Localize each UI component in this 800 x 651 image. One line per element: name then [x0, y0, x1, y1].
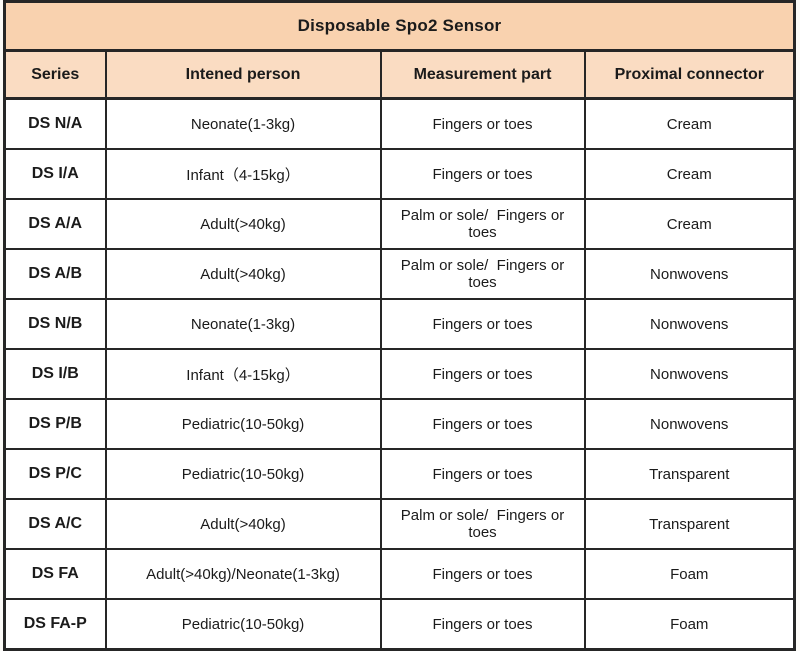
measurement-part-cell: Fingers or toes — [379, 348, 586, 400]
column-header-row: Series Intened person Measurement part P… — [3, 49, 796, 100]
measurement-part-cell: Fingers or toes — [379, 97, 586, 150]
series-cell: DS N/A — [3, 97, 107, 150]
column-header-proximal-connector: Proximal connector — [583, 49, 796, 100]
table-body: DS N/A Neonate(1-3kg) Fingers or toes Cream… — [3, 97, 796, 651]
column-header-measurement-part: Measurement part — [379, 49, 586, 100]
measurement-part-cell: Palm or sole/ Fingers or toes — [379, 248, 586, 300]
proximal-connector-cell: Foam — [583, 548, 796, 600]
series-cell: DS I/A — [3, 148, 107, 200]
intened-person-cell: Adult(>40kg)/Neonate(1-3kg) — [104, 548, 382, 600]
series-cell: DS FA — [3, 548, 107, 600]
proximal-connector-cell: Transparent — [583, 448, 796, 500]
spo2-sensor-table-container: Disposable Spo2 Sensor Series Intened pe… — [3, 0, 796, 651]
proximal-connector-cell: Foam — [583, 598, 796, 651]
measurement-part-cell: Fingers or toes — [379, 598, 586, 651]
table-row: DS FA Adult(>40kg)/Neonate(1-3kg) Fingers … — [3, 548, 796, 600]
proximal-connector-cell: Nonwovens — [583, 248, 796, 300]
proximal-connector-cell: Transparent — [583, 498, 796, 550]
intened-person-cell: Infant（4-15kg） — [104, 148, 382, 200]
table-row: DS A/A Adult(>40kg) Palm or sole/ Fingers … — [3, 198, 796, 250]
intened-person-cell: Neonate(1-3kg) — [104, 298, 382, 350]
intened-person-cell: Pediatric(10-50kg) — [104, 398, 382, 450]
intened-person-cell: Pediatric(10-50kg) — [104, 598, 382, 651]
intened-person-cell: Adult(>40kg) — [104, 248, 382, 300]
proximal-connector-cell: Cream — [583, 148, 796, 200]
table-row: DS N/A Neonate(1-3kg) Fingers or toes Cream — [3, 97, 796, 150]
intened-person-cell: Pediatric(10-50kg) — [104, 448, 382, 500]
measurement-part-cell: Fingers or toes — [379, 548, 586, 600]
series-cell: DS P/C — [3, 448, 107, 500]
proximal-connector-cell: Nonwovens — [583, 348, 796, 400]
series-cell: DS I/B — [3, 348, 107, 400]
table-row: DS P/C Pediatric(10-50kg) Fingers or toes T… — [3, 448, 796, 500]
measurement-part-cell: Palm or sole/ Fingers or toes — [379, 198, 586, 250]
series-cell: DS N/B — [3, 298, 107, 350]
measurement-part-cell: Fingers or toes — [379, 298, 586, 350]
column-header-series: Series — [3, 49, 107, 100]
proximal-connector-cell: Cream — [583, 97, 796, 150]
proximal-connector-cell: Nonwovens — [583, 298, 796, 350]
spo2-sensor-table: Disposable Spo2 Sensor Series Intened pe… — [3, 0, 796, 651]
series-cell: DS FA-P — [3, 598, 107, 651]
table-row: DS A/C Adult(>40kg) Palm or sole/ Fingers … — [3, 498, 796, 550]
measurement-part-cell: Fingers or toes — [379, 398, 586, 450]
table-title-row: Disposable Spo2 Sensor — [3, 0, 796, 52]
series-cell: DS A/C — [3, 498, 107, 550]
table-row: DS P/B Pediatric(10-50kg) Fingers or toes N… — [3, 398, 796, 450]
intened-person-cell: Neonate(1-3kg) — [104, 97, 382, 150]
measurement-part-cell: Fingers or toes — [379, 448, 586, 500]
column-header-intened-person: Intened person — [104, 49, 382, 100]
intened-person-cell: Infant（4-15kg） — [104, 348, 382, 400]
series-cell: DS A/A — [3, 198, 107, 250]
measurement-part-cell: Fingers or toes — [379, 148, 586, 200]
proximal-connector-cell: Nonwovens — [583, 398, 796, 450]
table-row: DS N/B Neonate(1-3kg) Fingers or toes Nonwo… — [3, 298, 796, 350]
table-row: DS I/A Infant（4-15kg） Fingers or toes Cream — [3, 148, 796, 200]
table-title: Disposable Spo2 Sensor — [3, 0, 796, 52]
measurement-part-cell: Palm or sole/ Fingers or toes — [379, 498, 586, 550]
table-row: DS A/B Adult(>40kg) Palm or sole/ Fingers … — [3, 248, 796, 300]
intened-person-cell: Adult(>40kg) — [104, 498, 382, 550]
table-row: DS I/B Infant（4-15kg） Fingers or toes Nonwo… — [3, 348, 796, 400]
intened-person-cell: Adult(>40kg) — [104, 198, 382, 250]
series-cell: DS A/B — [3, 248, 107, 300]
proximal-connector-cell: Cream — [583, 198, 796, 250]
table-row: DS FA-P Pediatric(10-50kg) Fingers or toes… — [3, 598, 796, 651]
series-cell: DS P/B — [3, 398, 107, 450]
